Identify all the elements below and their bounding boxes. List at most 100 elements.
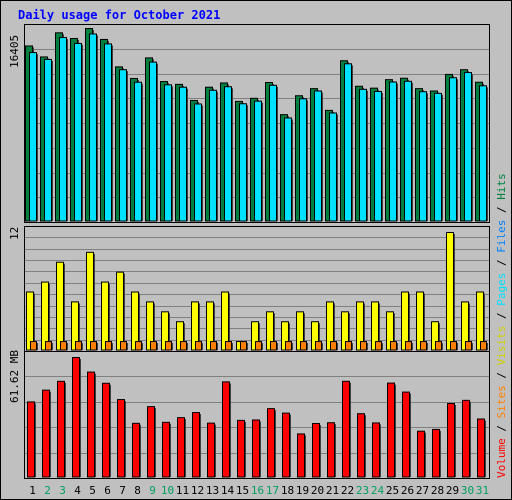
day-label: 2 [44, 484, 51, 497]
volume-bar [57, 380, 65, 478]
volume-bar [327, 422, 335, 478]
day-label: 22 [341, 484, 354, 497]
day-label: 17 [266, 484, 279, 497]
legend-entry: Pages [495, 273, 508, 306]
volume-bar [312, 423, 320, 478]
pages-bar [254, 100, 262, 222]
day-label: 12 [191, 484, 204, 497]
volume-bar [342, 380, 350, 478]
volume-bar [282, 412, 290, 478]
day-label: 5 [89, 484, 96, 497]
pages-bar [344, 63, 352, 222]
day-label: 3 [59, 484, 66, 497]
volume-bar [102, 382, 110, 478]
pages-bar [449, 77, 457, 222]
sites-bar [405, 341, 412, 351]
legend-entry: Files [495, 220, 508, 253]
pages-bar [59, 37, 67, 222]
legend-entry: / [495, 253, 508, 273]
day-label: 29 [446, 484, 459, 497]
visits-ymax-label: 12 [8, 227, 21, 240]
sites-bar [255, 341, 262, 351]
sites-bar [315, 341, 322, 351]
legend-vertical: Volume / Sites / Visits / Pages / Files … [495, 173, 508, 478]
pages-bar [209, 89, 217, 222]
visits-bar [56, 261, 64, 351]
pages-bar [149, 61, 157, 222]
sites-bar [285, 341, 292, 351]
day-label: 11 [176, 484, 189, 497]
sites-bar [270, 341, 277, 351]
pages-bar [179, 86, 187, 222]
visits-bar [446, 232, 454, 351]
sites-bar [30, 341, 37, 351]
day-label: 27 [416, 484, 429, 497]
sites-bar [195, 341, 202, 351]
day-label: 13 [206, 484, 219, 497]
sites-bar [240, 341, 247, 351]
volume-bar [447, 402, 455, 478]
legend-entry: Visits [495, 326, 508, 366]
visits-bar [116, 271, 124, 351]
pages-bar [404, 80, 412, 222]
volume-bar [372, 422, 380, 478]
legend-entry: Sites [495, 385, 508, 418]
day-label: 21 [326, 484, 339, 497]
volume-bar [132, 422, 140, 478]
sites-bar [375, 341, 382, 351]
sites-bar [45, 341, 52, 351]
pages-bar [89, 33, 97, 222]
pages-bar [104, 43, 112, 222]
volume-bar [462, 399, 470, 478]
pages-bar [389, 81, 397, 222]
sites-bar [345, 341, 352, 351]
volume-ymax-label: 61.62 MB [8, 350, 21, 403]
legend-entry: / [495, 365, 508, 385]
volume-bar [432, 428, 440, 478]
sites-bar [180, 341, 187, 351]
sites-bar [330, 341, 337, 351]
sites-bar [90, 341, 97, 351]
legend-entry: / [495, 418, 508, 438]
day-label: 24 [371, 484, 385, 497]
volume-bar [87, 371, 95, 478]
sites-bar [300, 341, 307, 351]
volume-bar [162, 421, 170, 478]
legend-entry: Hits [495, 173, 508, 200]
pages-bar [119, 69, 127, 222]
volume-bar [237, 419, 245, 478]
day-label: 14 [221, 484, 235, 497]
pages-bar [374, 90, 382, 222]
day-label: 9 [149, 484, 156, 497]
sites-bar [135, 341, 142, 351]
sites-bar [480, 341, 487, 351]
sites-bar [165, 341, 172, 351]
volume-bar [267, 408, 275, 478]
day-label: 18 [281, 484, 294, 497]
sites-bar [210, 341, 217, 351]
pages-bar [269, 84, 277, 222]
pages-bar [329, 112, 337, 222]
pages-bar [314, 90, 322, 222]
volume-bar [387, 382, 395, 478]
legend-entry: / [495, 200, 508, 220]
sites-bar [105, 341, 112, 351]
day-label: 31 [476, 484, 489, 497]
volume-bar [222, 381, 230, 478]
day-label: 8 [134, 484, 141, 497]
volume-bar [207, 422, 215, 478]
pages-bar [359, 88, 367, 222]
day-label: 1 [29, 484, 36, 497]
pages-bar [164, 84, 172, 222]
day-label: 23 [356, 484, 369, 497]
day-label: 6 [104, 484, 111, 497]
sites-bar [75, 341, 82, 351]
pages-bar [479, 85, 487, 222]
hits-ymax-label: 16405 [8, 35, 21, 68]
pages-bar [29, 52, 37, 222]
volume-bar [417, 430, 425, 478]
sites-bar [60, 341, 67, 351]
chart-title: Daily usage for October 2021 [18, 8, 220, 22]
volume-bar [147, 406, 155, 478]
